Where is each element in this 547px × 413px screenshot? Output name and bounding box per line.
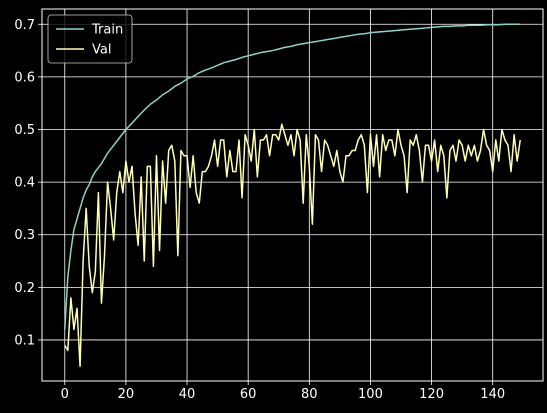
y-tick-label: 0.1	[14, 333, 35, 348]
legend-label-val: Val	[92, 43, 111, 58]
x-tick-label: 120	[419, 387, 444, 402]
y-axis-ticks: 0.1 0.2 0.3 0.4 0.5 0.6 0.7	[14, 18, 42, 348]
legend-box	[47, 14, 133, 64]
x-axis-ticks: 0 20 40 60 80 100 120 140	[61, 381, 505, 402]
y-tick-label: 0.7	[14, 18, 35, 33]
y-tick-label: 0.5	[14, 123, 35, 138]
x-tick-label: 0	[61, 387, 69, 402]
x-tick-label: 20	[118, 387, 135, 402]
series-line-val	[64, 123, 521, 368]
y-tick-label: 0.2	[14, 281, 35, 296]
plot-frame	[41, 8, 544, 382]
x-tick-label: 140	[480, 387, 505, 402]
x-tick-label: 40	[179, 387, 196, 402]
y-tick-label: 0.4	[14, 176, 35, 191]
plot-background	[42, 9, 543, 381]
series-lines	[64, 23, 521, 368]
legend-label-train: Train	[91, 23, 123, 38]
x-tick-label: 60	[240, 387, 257, 402]
y-tick-label: 0.3	[14, 228, 35, 243]
legend: Train Val	[47, 14, 133, 64]
series-line-train	[64, 23, 521, 330]
grid-lines	[42, 9, 543, 381]
y-tick-label: 0.6	[14, 70, 35, 85]
x-tick-label: 80	[301, 387, 318, 402]
x-tick-label: 100	[358, 387, 383, 402]
